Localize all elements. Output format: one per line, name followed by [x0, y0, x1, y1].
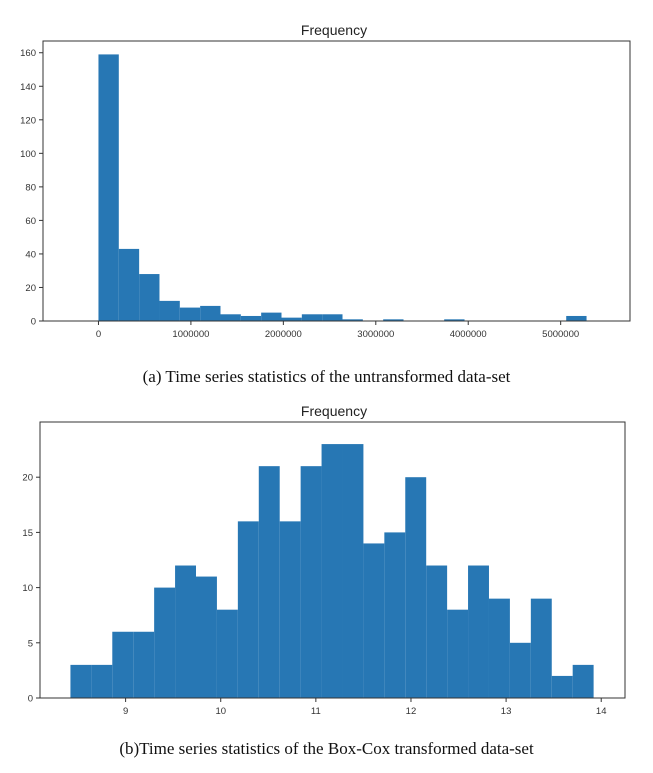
histogram-bar	[179, 307, 201, 321]
histogram-bar	[220, 314, 241, 321]
plot-frame	[42, 40, 631, 322]
y-tick-label: 0	[28, 694, 33, 705]
histogram-bar	[342, 444, 364, 698]
histogram-bar	[118, 248, 140, 321]
chart-title: Frequency	[301, 403, 367, 419]
figure-a: Frequency 0 1000000 2000000 3000000 4000000 5…	[0, 0, 653, 355]
histogram-bar	[159, 300, 180, 321]
x-tick-label: 11	[311, 706, 321, 717]
histogram-bar	[322, 314, 343, 321]
caption-a: (a) Time series statistics of the untran…	[142, 367, 511, 386]
y-tick-label: 160	[20, 48, 36, 59]
histogram-bar	[383, 319, 404, 321]
histogram-bar	[342, 319, 363, 321]
y-tick-label: 40	[25, 249, 36, 260]
histogram-bar	[281, 317, 302, 321]
y-tick-label: 5	[28, 638, 33, 649]
histogram-bar	[509, 642, 531, 698]
histogram-bar	[200, 305, 221, 321]
figure-b: Frequency 9 10 11 12 13 14 0 5 10 15 20	[0, 395, 653, 740]
x-tick-label: 1000000	[172, 329, 209, 340]
y-tick-label: 10	[22, 583, 33, 594]
chart-title: Frequency	[301, 22, 367, 38]
x-tick-label: 0	[96, 329, 101, 340]
y-tick-label: 140	[20, 82, 36, 93]
histogram-bar	[240, 315, 262, 321]
histogram-bar	[426, 565, 448, 698]
histogram-bar	[488, 598, 510, 698]
histogram-bar	[447, 609, 469, 698]
histogram-bar	[196, 576, 217, 698]
histogram-bar	[530, 598, 552, 698]
histogram-bar	[216, 609, 238, 698]
y-tick-label: 60	[25, 216, 36, 227]
histogram-bar	[98, 54, 119, 321]
x-tick-label: 14	[596, 706, 607, 717]
histogram-bar	[91, 664, 113, 698]
caption-b: (b)Time series statistics of the Box-Cox…	[119, 739, 534, 758]
histogram-bar	[261, 312, 282, 321]
histogram-bar	[175, 565, 196, 698]
histogram-bar	[154, 587, 176, 698]
x-tick-label: 10	[215, 706, 226, 717]
histogram-bar	[112, 631, 134, 698]
y-tick-label: 20	[22, 473, 33, 484]
histogram-bar	[572, 664, 594, 698]
histogram-bar	[468, 565, 489, 698]
histogram-bar	[258, 466, 280, 698]
histogram-bar	[566, 315, 587, 321]
histogram-bar	[139, 274, 160, 321]
y-tick-label: 80	[25, 182, 36, 193]
y-tick-label: 20	[25, 283, 36, 294]
histogram-bar	[237, 521, 259, 698]
x-tick-label: 9	[123, 706, 128, 717]
histogram-bar	[321, 444, 343, 698]
histogram-bar	[444, 319, 465, 321]
histogram-bar	[384, 532, 406, 698]
histogram-bar	[70, 664, 92, 698]
histogram-boxcox: Frequency 9 10 11 12 13 14 0 5 10 15 20	[22, 403, 626, 717]
histogram-bar	[405, 477, 427, 698]
y-tick-label: 120	[20, 115, 36, 126]
histogram-bar	[301, 314, 323, 321]
x-tick-label: 2000000	[265, 329, 302, 340]
x-tick-label: 13	[501, 706, 512, 717]
histogram-bar	[300, 466, 322, 698]
x-tick-label: 3000000	[357, 329, 394, 340]
histogram-bar	[133, 631, 155, 698]
x-tick-label: 12	[406, 706, 417, 717]
x-tick-label: 4000000	[450, 329, 487, 340]
histogram-bar	[279, 521, 301, 698]
y-tick-label: 0	[31, 317, 36, 328]
y-tick-label: 15	[22, 528, 33, 539]
y-tick-label: 100	[20, 149, 36, 160]
x-tick-label: 5000000	[542, 329, 579, 340]
histogram-bar	[551, 675, 573, 698]
histogram-bar	[363, 543, 385, 698]
histogram-untransformed: Frequency 0 1000000 2000000 3000000 4000000 5…	[20, 22, 631, 340]
plot-frame	[39, 421, 626, 699]
